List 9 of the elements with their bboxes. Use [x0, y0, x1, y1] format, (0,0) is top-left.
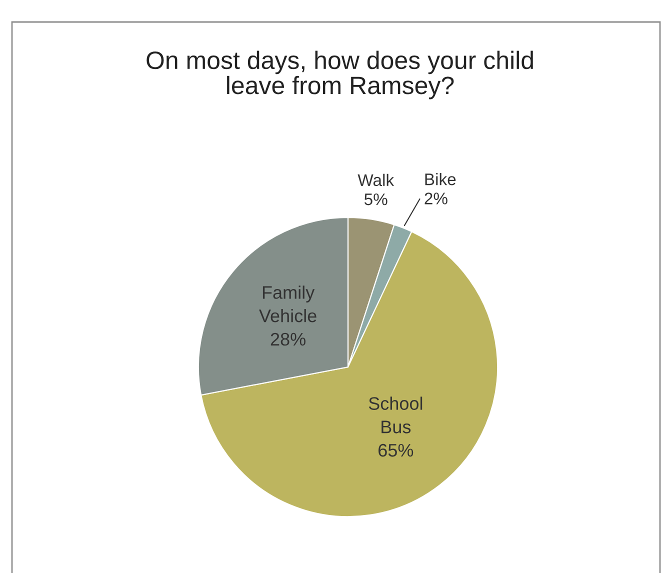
- data-label: 28%: [270, 332, 306, 346]
- slice-label: Family Vehicle: [259, 286, 316, 322]
- slice-label: School Bus: [368, 396, 422, 434]
- data-label: 5%: [364, 193, 388, 206]
- data-label: 65%: [378, 444, 414, 457]
- data-label: 2%: [424, 192, 448, 204]
- slice-label: Bike: [425, 173, 456, 186]
- chart-title: On most days, how does your child leave from Ramsey?: [146, 50, 533, 100]
- slice-label: Walk: [358, 174, 394, 186]
